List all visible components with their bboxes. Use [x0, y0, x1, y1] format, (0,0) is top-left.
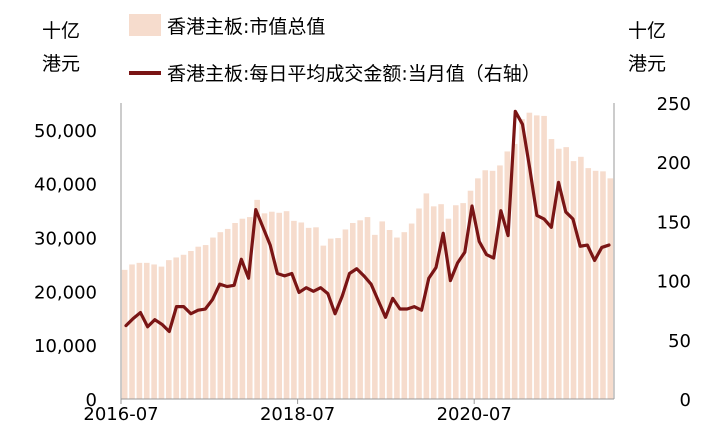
- bar: [202, 245, 209, 399]
- bar: [217, 232, 224, 399]
- right-unit-line1: 十亿: [628, 20, 666, 42]
- bar: [291, 220, 297, 399]
- bar: [129, 264, 135, 399]
- bar: [394, 237, 400, 399]
- bar: [408, 223, 415, 399]
- line-series: [124, 109, 611, 334]
- bar: [386, 230, 393, 399]
- bar: [239, 218, 246, 399]
- x-tick-label: 2020-07: [437, 404, 512, 425]
- bar: [607, 178, 614, 399]
- left-unit-line2: 港元: [42, 53, 80, 75]
- right-tick-label: 150: [657, 212, 691, 233]
- bar: [533, 115, 540, 399]
- bar: [254, 199, 260, 399]
- bar: [195, 246, 202, 399]
- line-path: [124, 109, 611, 334]
- bar-series: [121, 112, 614, 400]
- bar: [305, 227, 312, 399]
- right-unit-line2: 港元: [628, 53, 666, 75]
- bar: [504, 151, 511, 399]
- bar: [158, 266, 165, 399]
- left-unit-line1: 十亿: [42, 20, 80, 42]
- bar: [519, 119, 525, 400]
- bar: [173, 257, 179, 399]
- bar: [357, 220, 363, 399]
- left-tick-label: 50,000: [34, 121, 97, 142]
- x-tick-label: 2016-07: [83, 404, 158, 425]
- bar: [327, 238, 334, 399]
- bar: [438, 204, 444, 399]
- bar: [526, 112, 533, 399]
- x-tick-label: 2018-07: [260, 404, 335, 425]
- bar: [276, 212, 282, 399]
- bar: [401, 232, 408, 399]
- bar: [497, 165, 503, 399]
- bar: [232, 223, 238, 399]
- bar: [416, 208, 422, 399]
- bar: [585, 168, 592, 399]
- bar: [151, 264, 157, 399]
- bar: [188, 251, 194, 399]
- bar: [313, 227, 319, 399]
- bar: [342, 229, 349, 399]
- bar: [556, 148, 562, 399]
- bar: [578, 156, 584, 399]
- bar: [445, 218, 452, 399]
- bar: [224, 228, 231, 399]
- right-tick-label: 250: [657, 94, 691, 115]
- right-tick-label: 0: [680, 390, 691, 411]
- bar: [349, 223, 356, 399]
- bar: [570, 161, 577, 399]
- left-tick-label: 10,000: [34, 336, 97, 357]
- bar: [121, 269, 128, 399]
- bar: [548, 139, 555, 399]
- right-tick-label: 200: [657, 153, 691, 174]
- legend-line-label: 香港主板:每日平均成交金额:当月值（右轴）: [167, 63, 541, 85]
- bar: [143, 262, 150, 399]
- bar: [246, 217, 253, 399]
- bar: [261, 213, 268, 399]
- left-tick-label: 20,000: [34, 282, 97, 303]
- bar: [180, 254, 187, 399]
- axes: 0 10,000 20,000 30,000 40,000 50,000 0 50 100 150…: [34, 94, 691, 425]
- bar: [475, 178, 481, 399]
- bar: [541, 115, 547, 400]
- bar: [430, 206, 437, 399]
- bar: [482, 170, 489, 399]
- bar: [453, 205, 459, 399]
- bar: [563, 147, 569, 399]
- bar: [335, 238, 341, 399]
- bar: [372, 234, 378, 399]
- bar: [210, 237, 216, 399]
- bar: [364, 217, 371, 399]
- bar: [511, 143, 518, 399]
- left-tick-label: 0: [86, 390, 97, 411]
- left-tick-label: 30,000: [34, 229, 97, 250]
- legend-bar-label: 香港主板:市值总值: [167, 16, 325, 38]
- legend-bar-swatch: [129, 14, 161, 36]
- right-tick-label: 50: [668, 331, 691, 352]
- bar: [592, 170, 599, 399]
- bar: [489, 170, 496, 399]
- bar: [136, 262, 143, 399]
- right-tick-label: 100: [657, 272, 691, 293]
- bar: [600, 171, 606, 399]
- left-tick-label: 40,000: [34, 175, 97, 196]
- bar: [320, 245, 327, 399]
- bar: [460, 203, 466, 399]
- bar: [298, 222, 305, 399]
- legend: 香港主板:市值总值 香港主板:每日平均成交金额:当月值（右轴）: [129, 14, 541, 85]
- bar: [283, 211, 290, 399]
- bar: [269, 211, 275, 399]
- bar: [467, 190, 474, 399]
